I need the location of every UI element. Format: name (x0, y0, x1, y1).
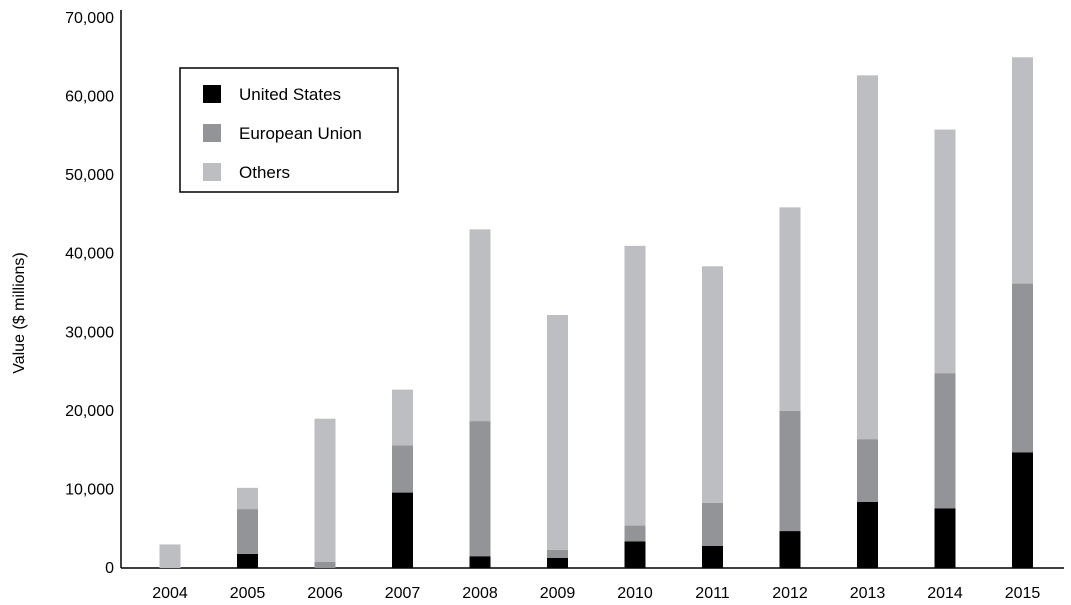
bar-others-2005 (237, 487, 258, 510)
bar-european-union-2006 (314, 561, 336, 568)
bar-european-union-2013 (857, 439, 878, 502)
bar-united-states-2014 (934, 508, 956, 568)
legend: United States European Union Others (179, 67, 399, 193)
bar-european-union-2007 (392, 445, 413, 493)
x-tick-label: 2015 (1005, 585, 1041, 602)
legend-label: European Union (239, 124, 362, 143)
x-tick-label: 2005 (230, 585, 266, 602)
bar-others-2008 (469, 229, 491, 422)
bar-united-states-2013 (857, 502, 878, 568)
y-tick-label: 30,000 (65, 324, 114, 341)
y-tick-label: 60,000 (65, 89, 114, 106)
bar-united-states-2011 (702, 546, 723, 568)
bars (159, 57, 1033, 568)
bar-european-union-2015 (1012, 283, 1033, 453)
bar-others-2013 (857, 75, 878, 440)
bar-european-union-2014 (934, 373, 956, 509)
x-tick-label: 2004 (152, 585, 188, 602)
bar-others-2006 (314, 418, 336, 562)
bar-united-states-2015 (1012, 452, 1033, 568)
x-tick-label: 2013 (850, 585, 886, 602)
x-tick-label: 2006 (307, 585, 343, 602)
bar-united-states-2008 (469, 556, 491, 568)
x-tick-label: 2009 (540, 585, 576, 602)
y-tick-label: 0 (105, 560, 114, 577)
x-tick-label: 2011 (695, 585, 730, 602)
bar-others-2011 (702, 266, 723, 503)
legend-label: Others (239, 163, 290, 182)
y-tick-label: 40,000 (65, 246, 114, 263)
bar-european-union-2012 (779, 410, 801, 532)
bar-others-2009 (547, 315, 568, 550)
bar-united-states-2009 (547, 557, 568, 568)
bar-european-union-2005 (237, 509, 258, 554)
y-axis: 0 10,000 20,000 30,000 40,000 50,000 60,000 70,… (65, 10, 122, 577)
legend-swatch (203, 85, 221, 103)
x-tick-label: 2008 (462, 585, 498, 602)
x-axis: 2004 2005 2006 2007 2008 2009 2010 2011 2012 2013… (121, 567, 1064, 602)
bar-united-states-2005 (237, 553, 258, 568)
y-tick-label: 70,000 (65, 10, 114, 27)
bar-european-union-2010 (624, 525, 646, 542)
bar-others-2015 (1012, 57, 1033, 284)
bar-others-2004 (159, 544, 181, 568)
legend-swatch (203, 163, 221, 181)
y-tick-label: 10,000 (65, 481, 114, 498)
bar-others-2010 (624, 245, 646, 526)
bar-united-states-2012 (779, 531, 801, 568)
bar-united-states-2007 (392, 492, 413, 568)
y-tick-label: 50,000 (65, 167, 114, 184)
bar-others-2007 (392, 389, 413, 446)
x-tick-label: 2012 (772, 585, 808, 602)
x-tick-label: 2010 (617, 585, 653, 602)
bar-european-union-2009 (547, 549, 568, 558)
bar-others-2014 (934, 129, 956, 374)
bar-united-states-2010 (624, 541, 646, 568)
y-axis-title: Value ($ millions) (11, 252, 28, 374)
bar-european-union-2008 (469, 421, 491, 557)
bar-others-2012 (779, 207, 801, 411)
y-tick-label: 20,000 (65, 403, 114, 420)
x-tick-label: 2007 (385, 585, 421, 602)
x-tick-label: 2014 (927, 585, 963, 602)
legend-label: United States (239, 85, 341, 104)
legend-swatch (203, 124, 221, 142)
bar-european-union-2011 (702, 502, 723, 546)
